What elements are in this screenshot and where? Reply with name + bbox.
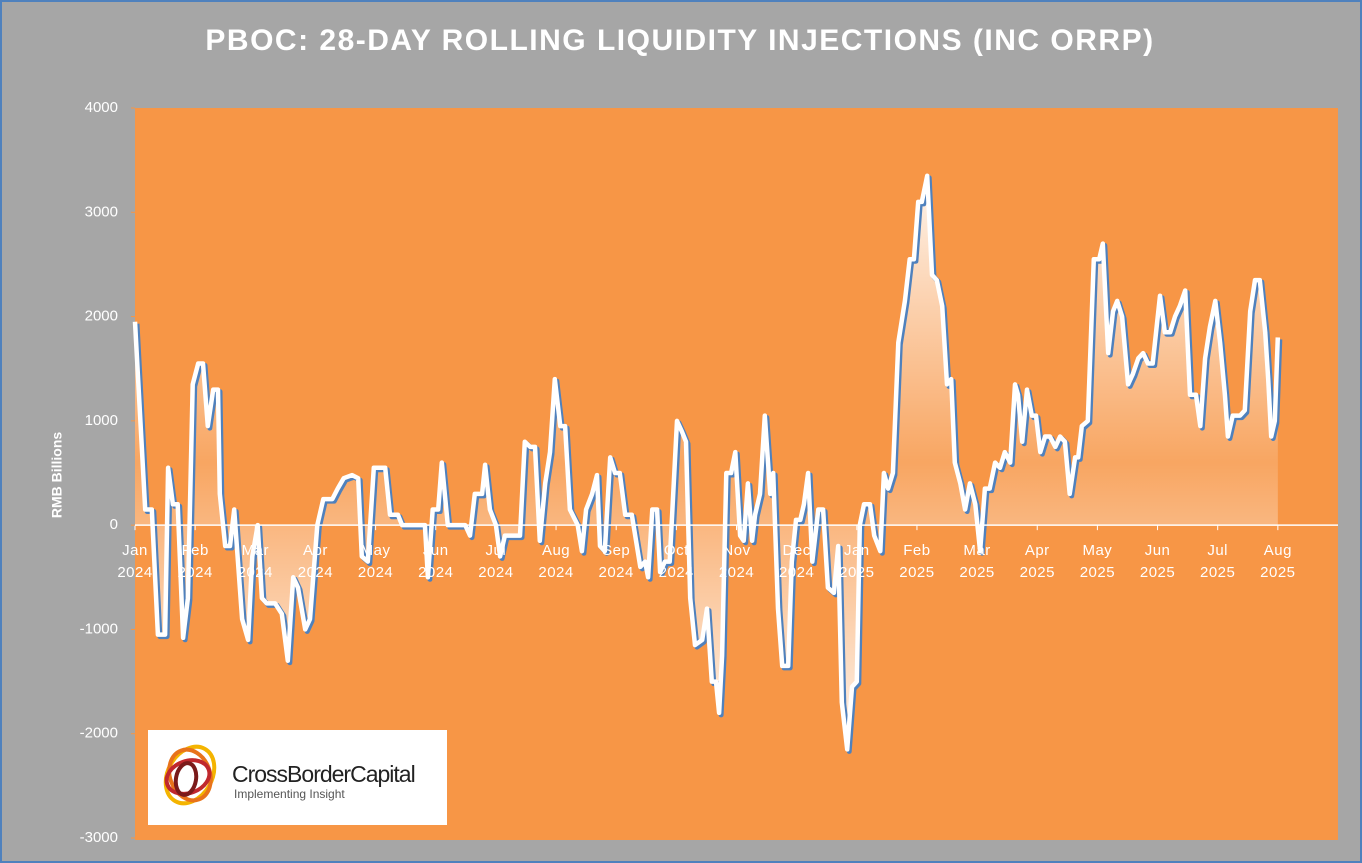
area — [135, 175, 1278, 750]
x-tick-label: Sep 2024 — [598, 542, 634, 582]
logo-name: CrossBorderCapital — [232, 761, 415, 787]
x-tick-label: Apr 2024 — [297, 542, 334, 582]
chart-title: PBOC: 28-DAY ROLLING LIQUIDITY INJECTION… — [205, 24, 1154, 57]
x-tick-label: Apr 2025 — [1019, 542, 1055, 582]
x-tick-label: Jun 2024 — [418, 542, 454, 582]
x-tick-label: Jan 2024 — [117, 542, 153, 582]
x-tick-label: Dec 2024 — [778, 542, 815, 582]
x-tick-label: Nov 2024 — [718, 542, 755, 582]
x-tick-label: Oct 2024 — [658, 542, 695, 582]
x-tick-label: May 2025 — [1079, 542, 1116, 582]
logo-icon — [163, 744, 217, 806]
x-tick-label: Aug 2025 — [1260, 542, 1296, 582]
y-tick-label: 0 — [110, 516, 118, 533]
y-tick-label: -2000 — [80, 725, 118, 742]
x-tick-label: Aug 2024 — [538, 542, 574, 582]
y-axis-label: RMB Billions — [49, 432, 65, 519]
y-tick-label: -3000 — [80, 829, 118, 846]
x-tick-label: Jul 2025 — [1200, 542, 1236, 582]
y-tick-label: 3000 — [85, 203, 118, 220]
line — [132, 173, 1281, 752]
x-tick-label: Mar 2024 — [237, 542, 273, 582]
y-tick-label: 2000 — [85, 308, 118, 325]
y-tick-label: 4000 — [85, 99, 118, 116]
logo-tagline: Implementing Insight — [234, 787, 345, 801]
x-tick-label: Jan 2025 — [839, 542, 875, 582]
x-tick-label: Mar 2025 — [959, 542, 995, 582]
x-tick-label: Jun 2025 — [1139, 542, 1176, 582]
y-tick-label: 1000 — [85, 412, 118, 429]
x-tick-label: Feb 2025 — [899, 542, 935, 582]
y-tick-label: -1000 — [80, 620, 118, 637]
marks — [132, 173, 1338, 754]
x-tick-label: Feb 2024 — [177, 542, 213, 582]
x-tick-label: May 2024 — [357, 542, 394, 582]
x-tick-label: Jul 2024 — [478, 542, 514, 582]
